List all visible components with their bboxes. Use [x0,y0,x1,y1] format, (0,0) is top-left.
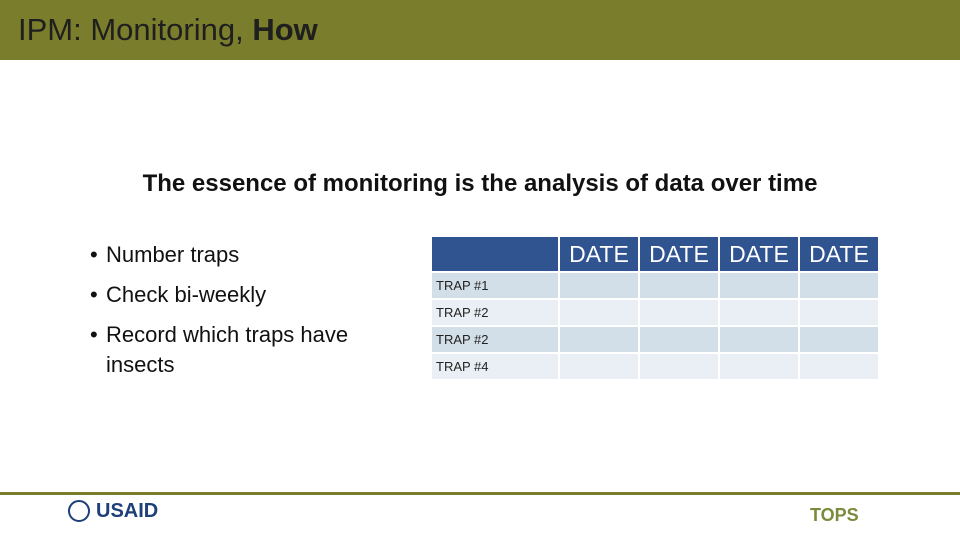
slide-title: IPM: Monitoring, How [18,12,318,48]
empty-cell [558,298,640,327]
empty-cell [798,271,880,300]
column-header: DATE [798,235,880,273]
tops-logo: TOPS [810,505,859,525]
title-text: IPM: Monitoring, [18,12,253,47]
empty-cell [798,298,880,327]
table-row: TRAP #2 [430,325,880,354]
row-label: TRAP #2 [430,325,560,354]
row-label: TRAP #1 [430,271,560,300]
usaid-logo: USAID [96,500,159,522]
empty-cell [638,298,720,327]
empty-cell [638,325,720,354]
empty-cell [718,271,800,300]
empty-cell [718,298,800,327]
empty-cell [718,325,800,354]
footer-line [0,492,960,495]
bullet: Record which traps have insects [90,320,400,380]
bullet: Check bi-weekly [90,280,400,310]
column-header: DATE [718,235,800,273]
trap-table: DATE DATE DATE DATE TRAP #1 TRAP #2 TRAP #2 TRA… [430,235,880,381]
table-row: TRAP #4 [430,352,880,381]
subtitle: The essence of monitoring is the analysi… [142,170,818,197]
empty-cell [638,271,720,300]
empty-cell [798,325,880,354]
column-header: DATE [558,235,640,273]
corner-cell [430,235,560,273]
column-header: DATE [638,235,720,273]
empty-cell [558,352,640,381]
row-label: TRAP #4 [430,352,560,381]
bullet: Number traps [90,240,400,270]
empty-cell [718,352,800,381]
empty-cell [798,352,880,381]
empty-cell [558,271,640,300]
header-row: DATE DATE DATE DATE [430,235,880,273]
bullet-list: Number traps Check bi-weekly Record which … [90,240,400,390]
title-bold: How [252,12,318,47]
table-row: TRAP #2 [430,298,880,327]
table-row: TRAP #1 [430,271,880,300]
usaid-seal [68,500,90,522]
header-bar [0,0,960,60]
empty-cell [558,325,640,354]
row-label: TRAP #2 [430,298,560,327]
empty-cell [638,352,720,381]
